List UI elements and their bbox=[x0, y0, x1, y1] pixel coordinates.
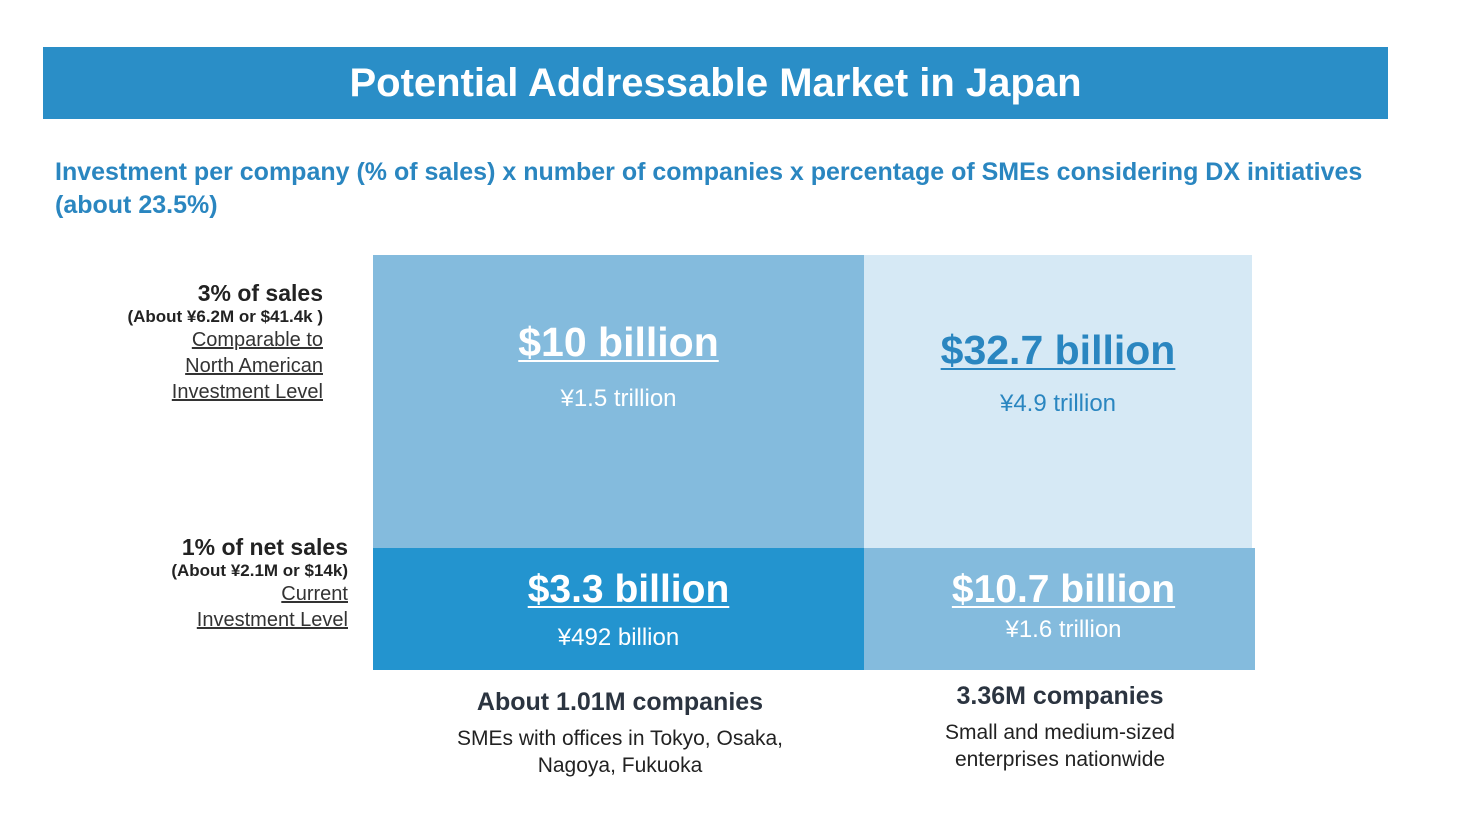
row-label-link-line[interactable]: Investment Level bbox=[196, 609, 348, 631]
column-label-desc-line: SMEs with offices in Tokyo, Osaka, bbox=[456, 727, 784, 750]
row-label-head: 1% of net sales bbox=[181, 534, 348, 560]
row-label-head: 3% of sales bbox=[197, 280, 323, 306]
column-label-desc: Small and medium-sized enterprises natio… bbox=[910, 719, 1210, 773]
column-label-desc-line: enterprises nationwide bbox=[954, 748, 1166, 771]
market-value-jpy: ¥492 billion bbox=[557, 624, 680, 651]
market-cell-bottom-left: $3.3 billion ¥492 billion bbox=[373, 548, 864, 670]
row-label-link-line[interactable]: Investment Level bbox=[171, 381, 323, 403]
market-cell-bottom-right: $10.7 billion ¥1.6 trillion bbox=[864, 548, 1255, 670]
market-value-usd[interactable]: $32.7 billion bbox=[940, 327, 1176, 373]
column-label-desc: SMEs with offices in Tokyo, Osaka, Nagoy… bbox=[420, 725, 820, 779]
column-label-nationwide: 3.36M companies Small and medium-sized e… bbox=[910, 682, 1210, 773]
row-label-link-line[interactable]: Comparable to bbox=[191, 329, 323, 351]
formula-subtitle: Investment per company (% of sales) x nu… bbox=[55, 158, 1363, 219]
row-label-1-percent: 1% of net sales (About ¥2.1M or $14k) Cu… bbox=[80, 534, 348, 633]
market-value-jpy: ¥1.6 trillion bbox=[1005, 616, 1122, 643]
market-value-jpy: ¥1.5 trillion bbox=[560, 385, 677, 412]
column-label-head: 3.36M companies bbox=[956, 682, 1164, 710]
market-cell-top-left: $10 billion ¥1.5 trillion bbox=[373, 255, 864, 548]
market-value-usd[interactable]: $10 billion bbox=[518, 319, 719, 365]
column-label-desc-line: Small and medium-sized bbox=[945, 721, 1175, 744]
column-label-desc-line: Nagoya, Fukuoka bbox=[537, 754, 703, 777]
row-label-3-percent: 3% of sales (About ¥6.2M or $41.4k ) Com… bbox=[80, 280, 323, 405]
page-title: Potential Addressable Market in Japan bbox=[43, 47, 1388, 119]
column-label-major-cities: About 1.01M companies SMEs with offices … bbox=[420, 688, 820, 779]
market-value-usd[interactable]: $3.3 billion bbox=[527, 568, 730, 611]
column-label-head: About 1.01M companies bbox=[476, 688, 764, 716]
market-cell-top-right: $32.7 billion ¥4.9 trillion bbox=[864, 255, 1252, 548]
row-label-link-line[interactable]: North American bbox=[185, 355, 323, 377]
market-value-usd[interactable]: $10.7 billion bbox=[951, 568, 1176, 611]
row-label-detail: (About ¥2.1M or $14k) bbox=[171, 561, 348, 580]
row-label-detail: (About ¥6.2M or $41.4k ) bbox=[127, 307, 323, 326]
market-value-jpy: ¥4.9 trillion bbox=[999, 390, 1117, 417]
row-label-link-line[interactable]: Current bbox=[281, 583, 348, 605]
